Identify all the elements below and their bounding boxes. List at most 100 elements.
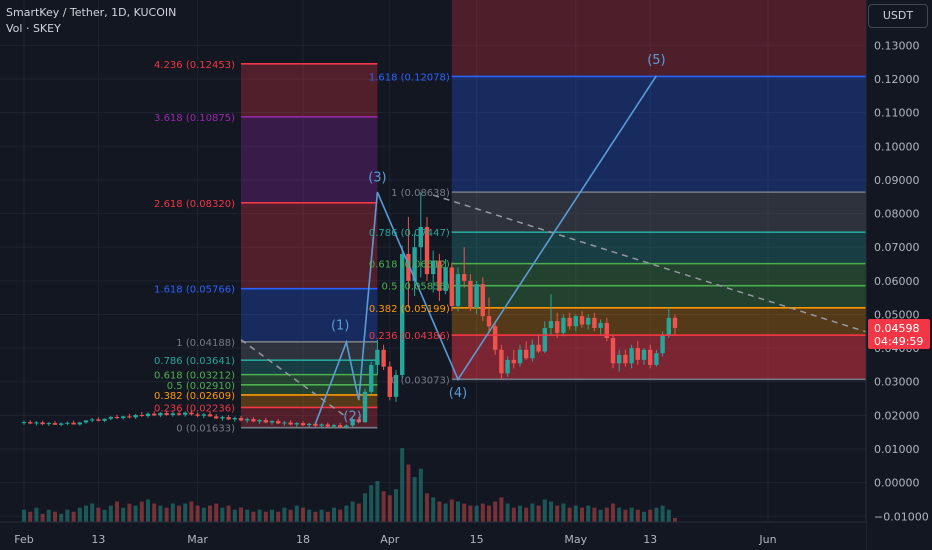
candle-body — [567, 317, 572, 327]
volume-bar — [629, 507, 634, 522]
wave-path: (1) (2) (3) (4) (5) — [314, 53, 666, 424]
candle-body — [133, 415, 138, 418]
trend-line-dashed — [432, 194, 924, 351]
candle-body — [542, 327, 547, 352]
candle-body — [28, 422, 33, 424]
volume-bar — [263, 511, 268, 522]
fib-level-label: 0.382 (0.05199) — [369, 304, 450, 315]
volume-bar — [567, 507, 572, 522]
candle-body — [238, 418, 244, 421]
countdown-text: 04:49:59 — [874, 335, 923, 348]
candle-body — [362, 391, 368, 423]
y-axis[interactable]: 0.13000 0.12000 0.11000 0.10000 0.09000 0.080… — [865, 0, 932, 550]
candle-body — [195, 414, 200, 416]
volume-bar — [363, 493, 367, 522]
candle-body — [654, 353, 659, 365]
volume-bar — [152, 503, 157, 522]
candle-body — [486, 316, 492, 327]
fib-zone-upper — [451, 0, 866, 77]
candles — [21, 192, 678, 429]
candle-body — [108, 417, 113, 419]
y-tick-label: 0.09000 — [874, 174, 920, 187]
candle-body — [96, 419, 101, 421]
volume-bar — [350, 501, 355, 522]
fib-zone — [241, 288, 378, 342]
wave-label: (3) — [368, 171, 386, 186]
volume-bar — [406, 464, 411, 522]
candle-body — [232, 418, 237, 420]
fib-level-label: 0.618 (0.06512) — [369, 260, 450, 271]
volume-bar — [449, 499, 454, 522]
volume-bar — [164, 507, 169, 522]
volume-bar — [195, 505, 200, 522]
candle-body — [604, 322, 609, 339]
candle-body — [629, 348, 634, 364]
volume-bar — [456, 501, 460, 522]
candle-body — [288, 422, 293, 425]
volume-bar — [133, 505, 138, 522]
volume-bar — [592, 507, 597, 522]
candle-body — [660, 334, 665, 354]
trend-lines — [240, 194, 924, 418]
volume-bar — [22, 509, 26, 522]
y-tick-label: 0.12000 — [874, 73, 920, 86]
candle-body — [573, 316, 578, 327]
fib-level-label: 0.382 (0.02609) — [154, 391, 235, 402]
volume-bar — [146, 499, 150, 522]
candle-body — [462, 274, 467, 281]
candle-body — [313, 423, 318, 426]
x-tick-label: May — [564, 533, 587, 546]
fib-level-label: 0.618 (0.03212) — [154, 371, 235, 382]
volume-bar — [158, 505, 163, 522]
y-tick-label: 0.01000 — [874, 443, 920, 456]
candle-body — [114, 417, 120, 419]
fib-zone — [451, 76, 866, 193]
volume-bar — [282, 507, 287, 522]
volume-bar — [313, 511, 318, 522]
candle-body — [381, 349, 386, 367]
volume-bar — [530, 503, 535, 522]
volume-bar — [635, 509, 640, 522]
candle-body — [294, 423, 299, 425]
candle-body — [263, 420, 268, 423]
volume-bar — [177, 505, 181, 522]
candle-body — [226, 417, 231, 420]
candle-body — [276, 421, 281, 424]
candle-body — [189, 412, 194, 415]
volume-bar — [96, 507, 101, 522]
x-tick-label: Apr — [380, 533, 400, 546]
candle-body — [505, 359, 510, 374]
volume-bar — [400, 448, 405, 522]
candle-body — [424, 227, 430, 275]
volume-bar — [660, 505, 665, 522]
last-price-text: 0.04598 — [874, 322, 920, 335]
volume-bar — [270, 509, 274, 522]
candle-body — [579, 316, 585, 325]
fib-zone — [241, 384, 378, 395]
candle-body — [610, 338, 616, 364]
volume-label[interactable]: Vol · SKEY — [6, 22, 61, 35]
candle-body — [214, 416, 219, 419]
y-tick-label: 0.00000 — [874, 477, 920, 490]
volume-bar — [34, 507, 39, 522]
volume-bar — [139, 501, 144, 522]
candle-body — [59, 423, 64, 425]
candle-body — [282, 422, 287, 424]
volume-bar — [387, 495, 392, 522]
symbol-title[interactable]: SmartKey / Tether, 1D, KUCOIN — [6, 6, 177, 19]
volume-bar — [623, 509, 628, 522]
volume-bar — [65, 509, 70, 522]
volume-bar — [412, 476, 417, 522]
volume-bar — [666, 509, 671, 522]
candle-body — [71, 422, 76, 425]
volume-bar — [257, 509, 262, 522]
candle-body — [65, 422, 70, 424]
quote-currency-button[interactable]: USDT — [868, 4, 928, 28]
fib-zone — [451, 307, 866, 336]
candle-body — [548, 321, 554, 328]
y-axis-background — [866, 0, 932, 550]
x-axis[interactable]: Feb 13 Mar 18 Apr 15 May 13 Jun — [0, 521, 866, 550]
fib-level-label: 4.236 (0.12453) — [154, 60, 235, 71]
candle-body — [437, 260, 442, 291]
